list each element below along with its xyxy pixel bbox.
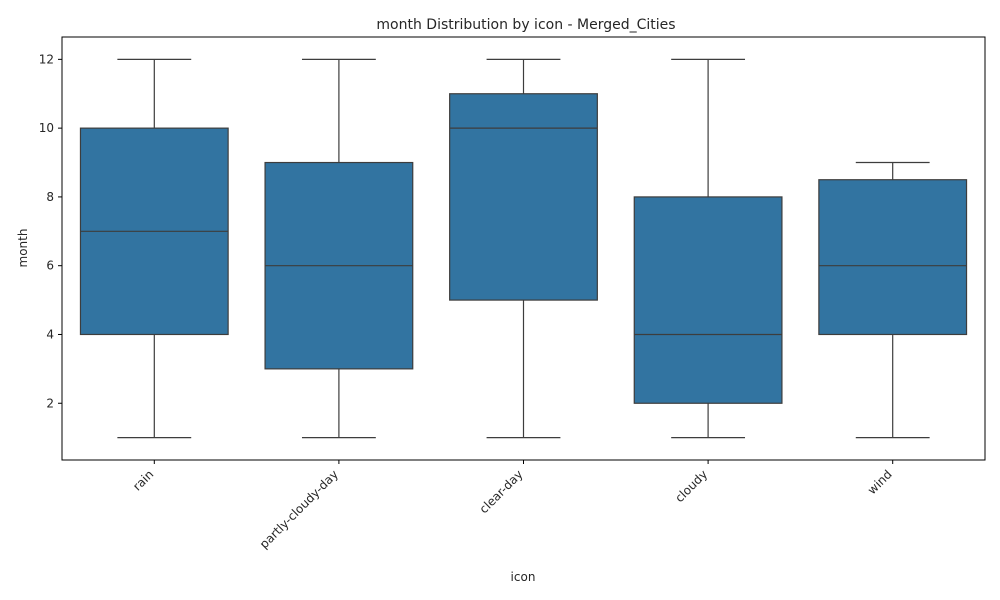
box-group-rain — [79, 58, 229, 439]
y-tick-label: 6 — [46, 259, 54, 273]
box-group-cloudy — [633, 58, 783, 439]
x-axis-label: icon — [511, 570, 536, 584]
y-tick-label: 8 — [46, 190, 54, 204]
y-axis-label: month — [16, 229, 30, 268]
box-iqr — [449, 93, 598, 301]
y-tick-label: 12 — [39, 52, 54, 66]
box-iqr — [818, 179, 968, 336]
boxes-layer — [79, 58, 968, 439]
y-tick-label: 4 — [46, 327, 54, 341]
box-group-partly-cloudy-day — [264, 58, 414, 439]
y-tick-label: 10 — [39, 121, 54, 135]
box-group-clear-day — [449, 58, 598, 439]
box-iqr — [633, 196, 783, 404]
box-group-wind — [818, 161, 968, 439]
y-tick-label: 2 — [46, 396, 54, 410]
x-tick-label: cloudy — [672, 467, 710, 505]
x-tick-label: partly-cloudy-day — [257, 467, 341, 551]
x-tick-label: clear-day — [477, 467, 526, 516]
x-tick-label: wind — [865, 467, 895, 497]
x-tick-label: rain — [130, 467, 156, 493]
chart-title: month Distribution by icon - Merged_Citi… — [376, 17, 675, 33]
